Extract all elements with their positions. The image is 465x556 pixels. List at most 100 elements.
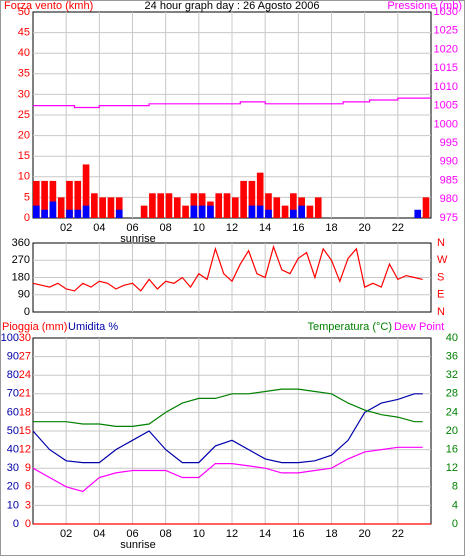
wind-bar <box>273 197 281 218</box>
y2-tick-label: 20 <box>446 425 458 437</box>
wind-bar <box>240 180 247 218</box>
y-tick-label: 100 <box>1 332 19 344</box>
y-tick-label: 15 <box>18 150 30 162</box>
x-tick-label: 16 <box>292 528 304 540</box>
wind-bar <box>232 197 239 218</box>
wind-bar <box>306 205 314 218</box>
y-tick-label: 30 <box>18 88 30 100</box>
wind-bar <box>33 180 40 218</box>
wind-bar <box>82 164 90 218</box>
wind-bar <box>314 197 322 218</box>
series-line <box>32 393 423 464</box>
y2-tick-label: 1000 <box>434 118 458 130</box>
wind-bar <box>82 205 90 218</box>
rain-tick-label: 9 <box>25 462 31 474</box>
y2-tick-label: 24 <box>446 406 458 418</box>
y-tick-label: 0 <box>24 212 30 224</box>
y2-tick-label: 1015 <box>434 62 458 74</box>
rain-tick-label: 12 <box>19 444 31 456</box>
y-tick-label: 50 <box>18 6 30 18</box>
y2-tick-label: N <box>437 237 445 249</box>
rain-axis-label: Pioggia (mm) <box>2 321 67 333</box>
wind-bar <box>281 205 289 218</box>
x-tick-label: 22 <box>392 222 404 234</box>
humidity-axis-label: Umidita % <box>68 321 118 333</box>
x-tick-label: 18 <box>325 222 337 234</box>
y2-tick-label: 28 <box>446 388 458 400</box>
y2-tick-label: S <box>437 271 444 283</box>
y-tick-label: 5 <box>24 191 30 203</box>
y2-tick-label: 4 <box>452 499 458 511</box>
wind-bar <box>256 205 264 218</box>
x-tick-label: 04 <box>93 222 105 234</box>
wind-bar <box>33 205 40 218</box>
x-tick-label: 02 <box>60 222 72 234</box>
wind-bar <box>74 180 82 218</box>
y2-tick-label: 985 <box>440 174 458 186</box>
y2-tick-label: 975 <box>440 212 458 224</box>
rain-tick-label: 3 <box>25 499 31 511</box>
wind-bar <box>140 205 148 218</box>
rain-tick-label: 15 <box>19 425 31 437</box>
wind-bar <box>215 193 223 218</box>
x-tick-label: 18 <box>325 528 337 540</box>
x-tick-label: 14 <box>259 222 271 234</box>
wind-bar <box>223 193 231 218</box>
y-tick-label: 90 <box>7 351 19 363</box>
wind-bar <box>198 205 206 218</box>
y2-tick-label: 32 <box>446 369 458 381</box>
x-tick-label: 08 <box>160 528 172 540</box>
series-line <box>32 446 423 493</box>
x-tick-label: 12 <box>226 528 238 540</box>
sunrise-label: sunrise <box>120 539 155 551</box>
wind-bar <box>298 205 305 218</box>
y2-tick-label: 16 <box>446 444 458 456</box>
y-tick-label: 30 <box>7 462 19 474</box>
wind-bar <box>49 180 57 218</box>
x-tick-label: 20 <box>359 528 371 540</box>
wind-bar <box>414 209 422 218</box>
wind-bar <box>49 201 57 218</box>
wind-bar <box>66 209 73 218</box>
y-tick-label: 40 <box>18 47 30 59</box>
series-line <box>33 97 431 109</box>
wind-bar <box>41 209 48 218</box>
rain-tick-label: 27 <box>19 351 31 363</box>
y-tick-label: 20 <box>7 481 19 493</box>
wind-bar <box>57 197 65 218</box>
x-tick-label: 06 <box>126 222 138 234</box>
y-tick-label: 0 <box>13 518 19 530</box>
sunrise-label: sunrise <box>120 233 155 245</box>
rain-tick-label: 18 <box>19 406 31 418</box>
rain-tick-label: 6 <box>25 481 31 493</box>
y-tick-label: 180 <box>12 271 30 283</box>
y-tick-label: 60 <box>7 406 19 418</box>
wind-bar <box>91 193 98 218</box>
y-tick-label: 20 <box>18 130 30 142</box>
wind-bar <box>41 180 48 218</box>
wind-bar <box>74 209 82 218</box>
y-tick-label: 45 <box>18 27 30 39</box>
rain-tick-label: 30 <box>19 332 31 344</box>
wind-bar <box>182 205 189 218</box>
series-line <box>33 388 423 427</box>
y2-tick-label: 36 <box>446 351 458 363</box>
x-tick-label: 22 <box>392 528 404 540</box>
y-tick-label: 35 <box>18 68 30 80</box>
y2-tick-label: W <box>437 254 448 266</box>
wind-bar <box>165 193 173 218</box>
wind-bar <box>248 180 256 218</box>
y-tick-label: 50 <box>7 425 19 437</box>
wind-bar <box>66 180 73 218</box>
wind-bar <box>256 172 264 218</box>
x-tick-label: 06 <box>126 528 138 540</box>
x-tick-label: 08 <box>160 222 172 234</box>
pressure-axis-label: Pressione (mb) <box>387 0 462 12</box>
wind-bar <box>157 193 165 218</box>
y-tick-label: 40 <box>7 444 19 456</box>
rain-tick-label: 21 <box>19 388 31 400</box>
chart-title: 24 hour graph day : 26 Agosto 2006 <box>145 0 320 12</box>
x-tick-label: 10 <box>193 222 205 234</box>
temperature-axis-label: Temperatura (°C) <box>308 321 392 333</box>
y2-tick-label: 1020 <box>434 43 458 55</box>
